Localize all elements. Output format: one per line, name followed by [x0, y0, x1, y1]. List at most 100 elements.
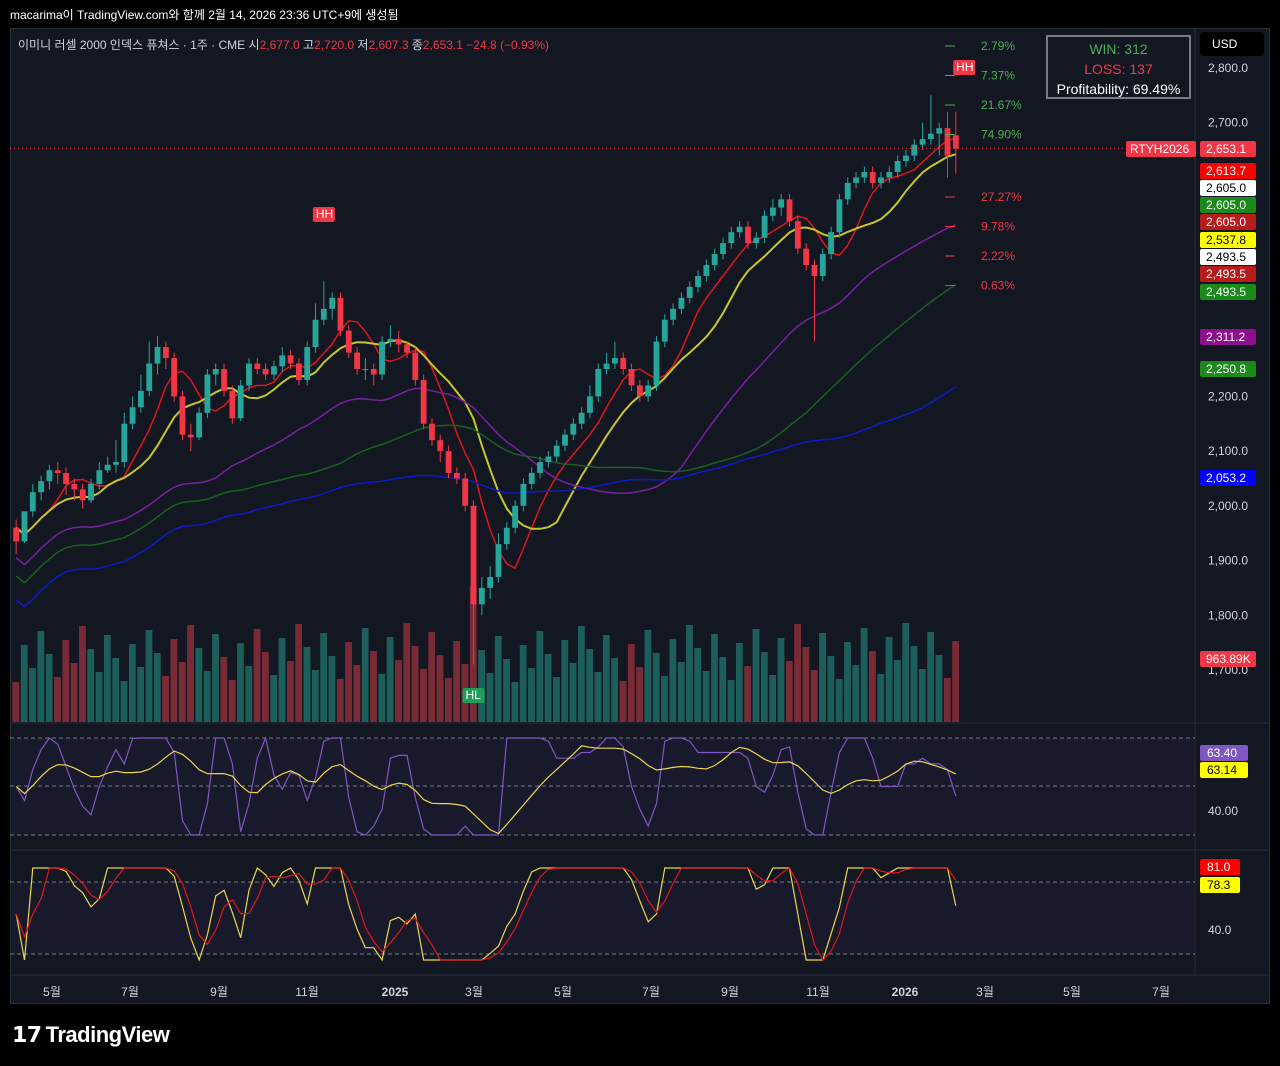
volume-bar — [212, 634, 219, 722]
time-axis-label: 9월 — [721, 985, 739, 999]
high-value: 2,720.0 — [314, 38, 355, 52]
volume-bar — [652, 653, 660, 722]
volume-bar — [20, 645, 28, 722]
volume-bar — [411, 646, 419, 722]
pivot-label: HH — [956, 60, 973, 74]
candle-body — [878, 177, 884, 183]
profitability: Profitability: 69.49% — [1056, 81, 1181, 97]
volume-bar — [760, 652, 768, 722]
candle-body — [503, 527, 510, 545]
candle-body — [936, 128, 943, 134]
high-label: 고 — [302, 38, 315, 52]
candle-body — [736, 226, 743, 233]
volume-bar — [278, 638, 286, 722]
price-tag-label: 2,311.2 — [1206, 330, 1245, 344]
volume-bar — [120, 681, 128, 722]
tradingview-logo[interactable]: 𝟭𝟳 TradingView — [12, 1022, 170, 1047]
candle-body — [279, 355, 286, 367]
candle-body — [204, 374, 211, 413]
candle-body — [728, 232, 735, 244]
chart-area[interactable] — [10, 28, 1270, 1004]
candle-body — [212, 369, 219, 375]
volume-bar — [453, 641, 461, 722]
currency-selector[interactable]: USD — [1200, 32, 1264, 56]
candle-body — [769, 207, 776, 216]
volume-bar — [636, 667, 643, 722]
fib-percent-label: 2.22% — [981, 249, 1015, 263]
volume-bar — [627, 644, 635, 722]
volume-bar — [137, 667, 145, 722]
price-tag-label: 2,493.5 — [1206, 285, 1246, 299]
time-axis-label: 5월 — [1063, 985, 1081, 999]
candle-body — [553, 445, 560, 457]
volume-bar — [436, 655, 444, 722]
candle-body — [620, 358, 627, 369]
volume-bar — [328, 656, 336, 722]
candle-body — [462, 478, 469, 506]
candle-body — [853, 177, 859, 183]
price-tag-label: 2,493.5 — [1206, 267, 1246, 281]
candle-body — [828, 232, 835, 255]
candle-body — [520, 483, 527, 506]
volume-bar — [852, 665, 860, 722]
candle-body — [121, 423, 128, 463]
candle-body — [287, 355, 294, 364]
footer — [0, 1004, 1280, 1066]
candle-body — [229, 390, 236, 419]
volume-bar — [428, 632, 436, 722]
fib-percent-label: 9.78% — [981, 220, 1015, 234]
price-tag-label: 2,493.5 — [1206, 250, 1246, 264]
close-label: 종 — [411, 38, 423, 52]
candle-body — [129, 407, 136, 424]
candle-body — [636, 385, 643, 397]
volume-bar — [528, 668, 535, 722]
ma-blue-line — [15, 386, 957, 608]
volume-bar — [952, 641, 959, 722]
candle-body — [745, 226, 751, 244]
pivot-label-bg — [462, 688, 485, 703]
rsi-line — [15, 736, 957, 836]
volume-bar — [810, 670, 818, 722]
price-axis-label: 2,200.0 — [1208, 389, 1248, 403]
candle-body — [562, 434, 568, 446]
time-axis-label: 7월 — [121, 985, 139, 999]
volume-bar — [378, 674, 386, 722]
volume-bar — [943, 678, 951, 722]
price-tag-bg — [1200, 232, 1256, 248]
volume-bar — [536, 631, 544, 722]
time-axis-label: 11월 — [295, 985, 319, 999]
candle-body — [179, 396, 186, 435]
candle-body — [869, 171, 876, 183]
win-loss-stats: WIN: 312 LOSS: 137 Profitability: 69.49% — [1046, 35, 1191, 99]
volume-bar — [777, 638, 785, 722]
volume-bar — [95, 672, 103, 722]
volume-bar — [403, 623, 411, 722]
volume-bar — [677, 662, 685, 722]
candle-body — [304, 347, 311, 380]
price-tag-label: 2,605.0 — [1206, 181, 1246, 195]
symbol-tag-bg — [1126, 141, 1196, 157]
candle-body — [362, 369, 369, 370]
volume-bar — [203, 671, 211, 722]
price-axis-label: 2,800.0 — [1208, 61, 1248, 75]
time-axis-label: 7월 — [1152, 985, 1170, 999]
volume-bar — [195, 648, 203, 722]
price-chart[interactable]: 2,800.0 2,700.0 2,200.0 2,100.0 2,000.0 1,900… — [0, 0, 1280, 1004]
volume-bar — [336, 679, 344, 722]
price-axis-label: 2,100.0 — [1208, 444, 1248, 458]
ma-purple-line — [15, 224, 957, 566]
volume-bar — [361, 628, 369, 722]
tradingview-logo-icon: 𝟭𝟳 — [12, 1022, 42, 1047]
candle-body — [911, 144, 918, 156]
time-axis-label: 11월 — [806, 985, 830, 999]
volume-bar — [885, 637, 893, 722]
volume-bar — [79, 626, 86, 722]
volume-bar — [611, 658, 619, 722]
price-tag-bg — [1200, 163, 1256, 179]
candle-body — [13, 527, 20, 542]
volume-bar — [503, 659, 510, 722]
price-tag-bg — [1200, 180, 1256, 196]
volume-bar — [419, 669, 427, 722]
volume-bar — [253, 629, 261, 722]
price-axis-label: 1,900.0 — [1208, 554, 1248, 568]
